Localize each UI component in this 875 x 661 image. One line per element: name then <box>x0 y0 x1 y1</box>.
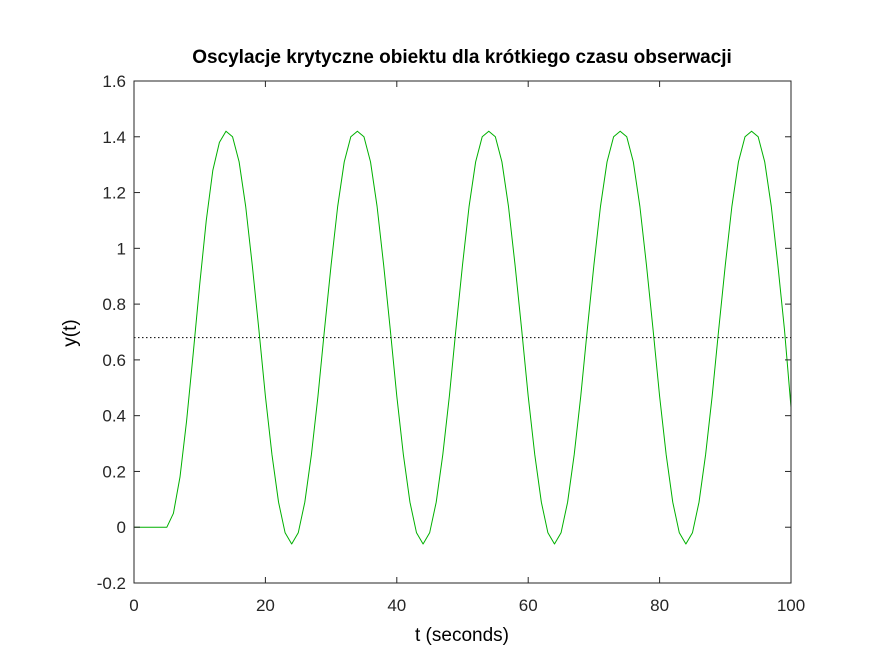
plot-area <box>134 81 791 583</box>
series-layer <box>134 130 792 545</box>
y-axis: -0.2 0 0.2 0.4 0.6 0.8 1 1.2 1.4 1.6 <box>97 72 791 593</box>
axes-box <box>133 80 792 584</box>
y-tick-label: 1.4 <box>102 128 126 147</box>
y-tick-label: 1.2 <box>102 184 126 203</box>
y-tick-label: 0.6 <box>102 351 126 370</box>
y-tick-label: -0.2 <box>97 574 126 593</box>
y-tick-label: 0.4 <box>102 407 126 426</box>
x-tick-label: 20 <box>256 596 275 615</box>
x-tick-label: 60 <box>519 596 538 615</box>
y-tick-label: 0.2 <box>102 462 126 481</box>
chart-title: Oscylacje krytyczne obiektu dla krótkieg… <box>192 47 732 68</box>
y-tick-label: 0.8 <box>102 295 126 314</box>
x-tick-label: 40 <box>387 596 406 615</box>
y-tick-label: 0 <box>117 518 126 537</box>
y-tick-label: 1 <box>117 239 126 258</box>
x-axis-label: t (seconds) <box>415 625 509 646</box>
x-tick-label: 100 <box>777 596 805 615</box>
x-tick-label: 80 <box>650 596 669 615</box>
y-tick-label: 1.6 <box>102 72 126 91</box>
y-axis-label: y(t) <box>60 319 81 346</box>
x-tick-label: 0 <box>129 596 138 615</box>
x-axis: 0 20 40 60 80 100 <box>129 81 805 615</box>
response-line <box>134 130 792 545</box>
